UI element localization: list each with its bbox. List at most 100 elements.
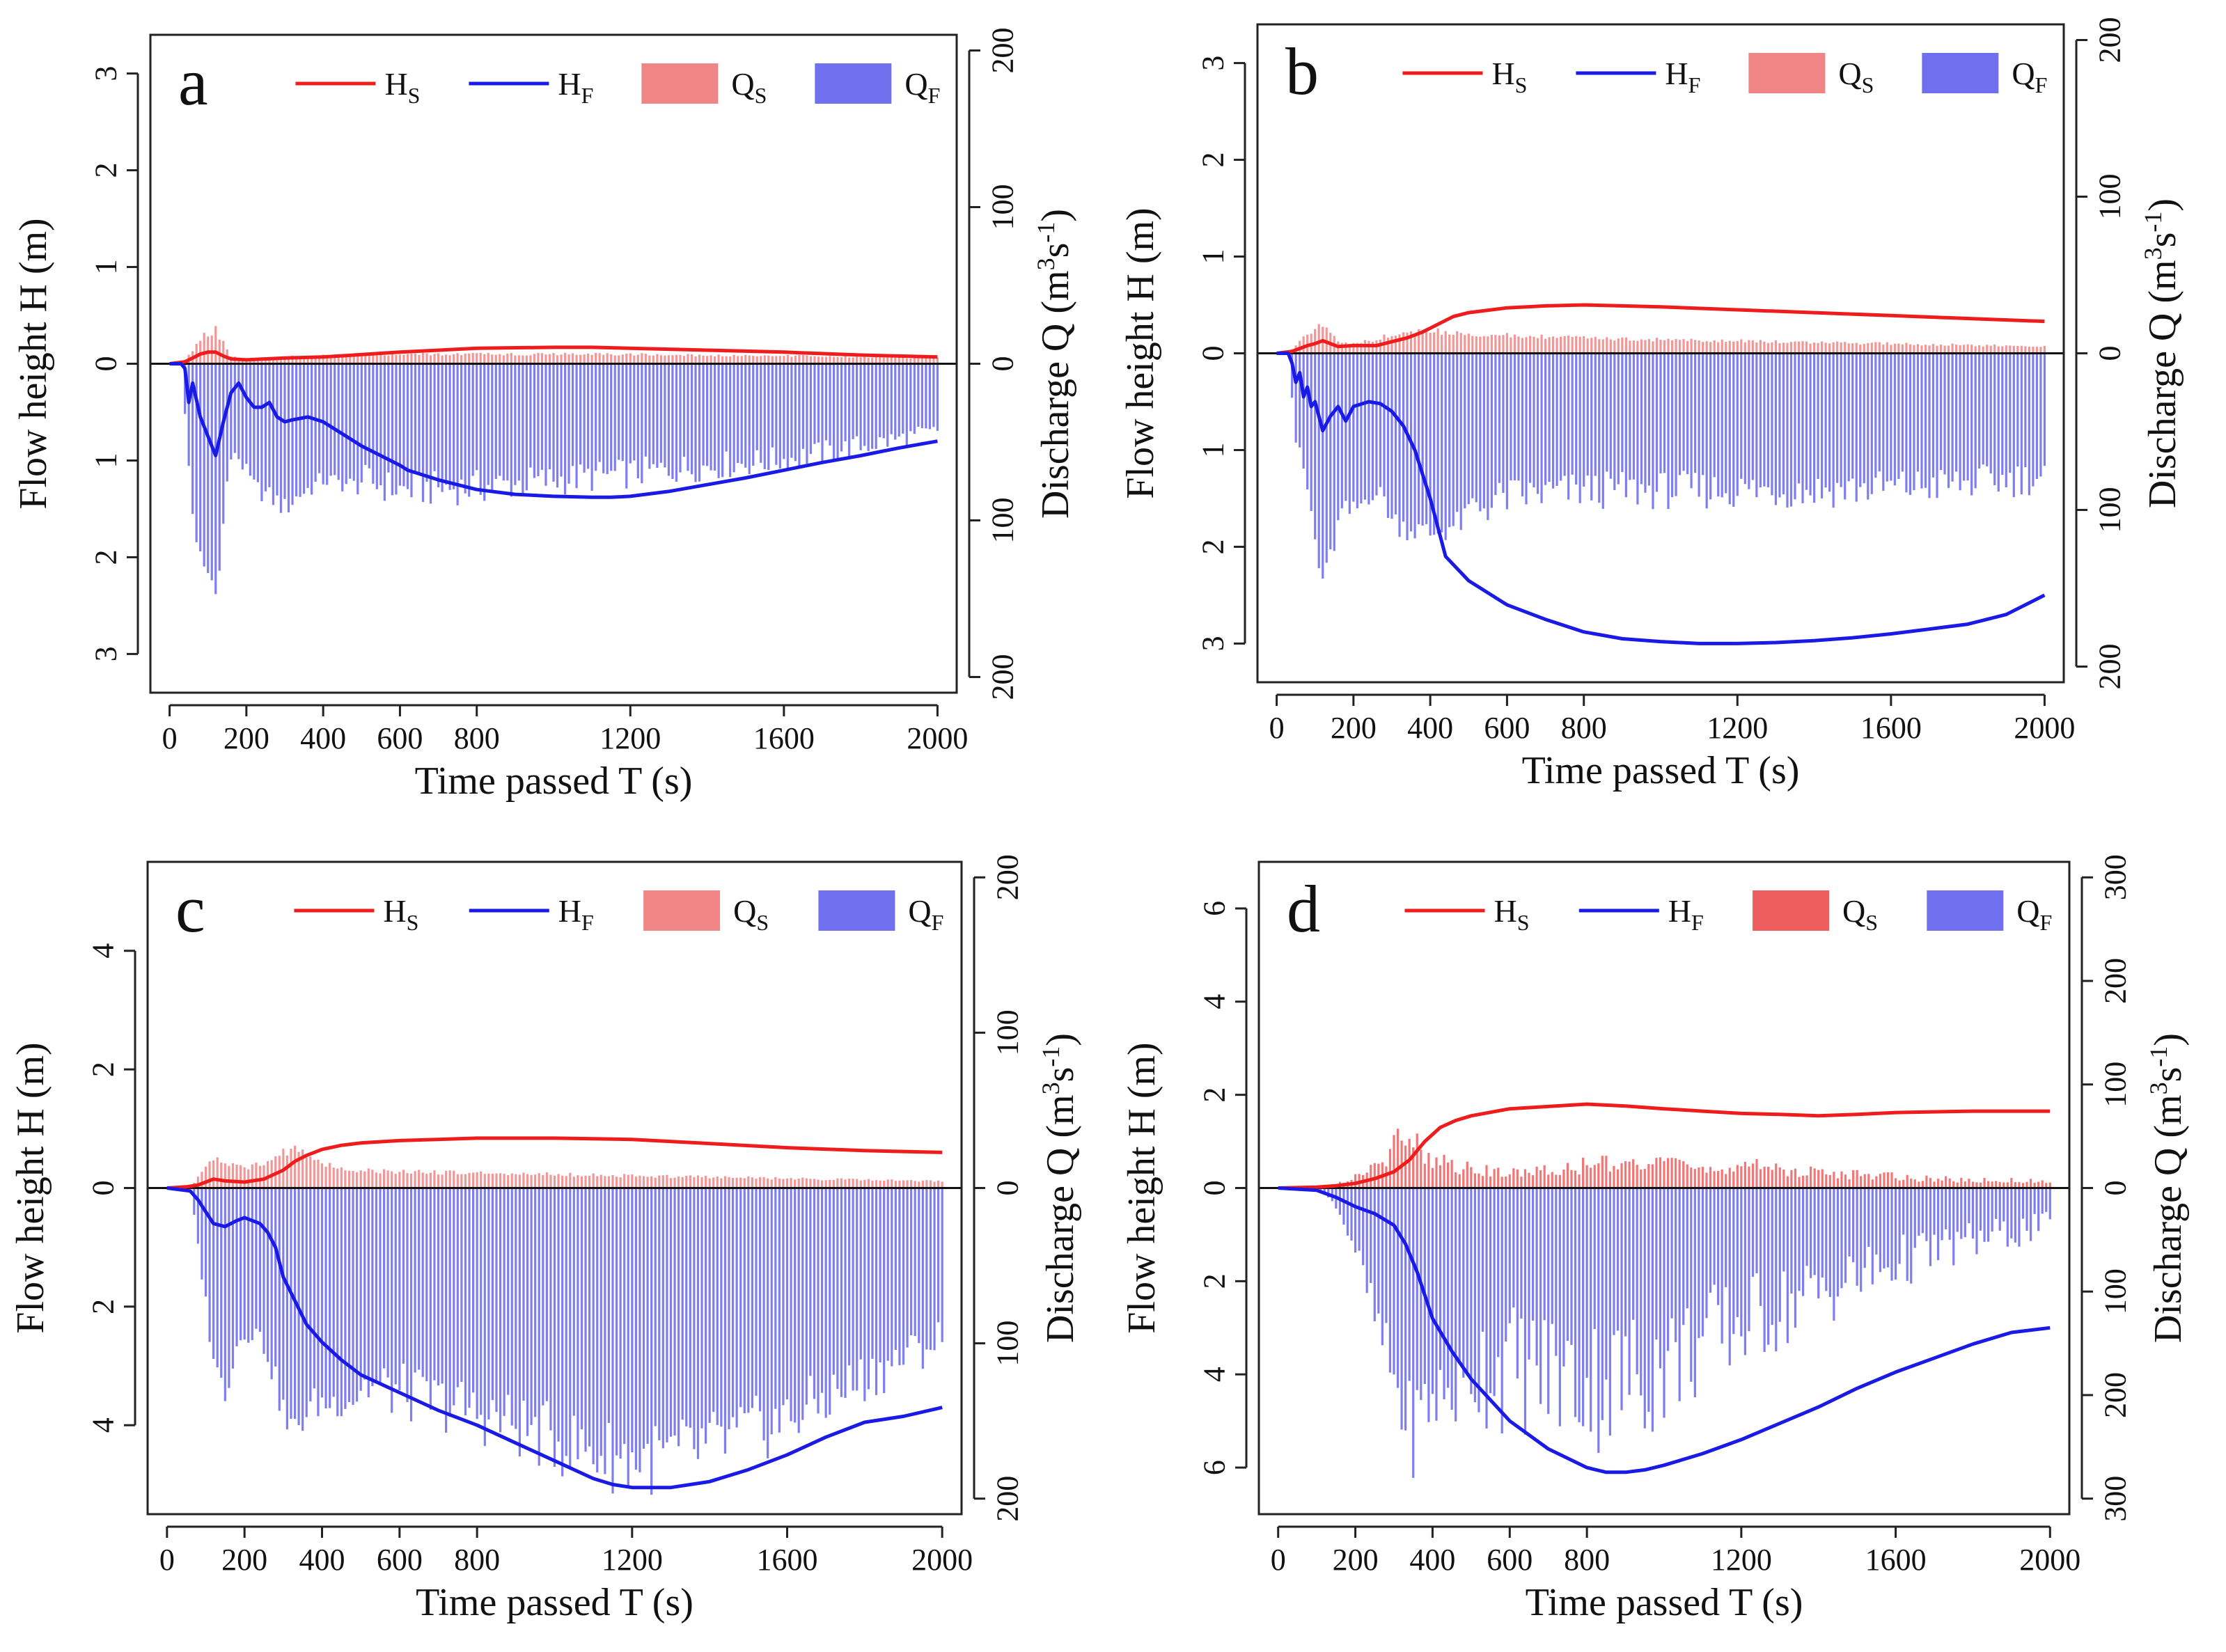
right-tick-label: 200 [986,654,1020,700]
left-axis-title: Flow height H (m) [9,1042,52,1333]
x-tick-label: 200 [1331,711,1377,745]
x-tick-label: 800 [454,1543,500,1577]
legend-label-hf: HF [558,66,593,108]
right-tick-label: 100 [991,1321,1025,1367]
right-title-prefix: Discharge Q (m [2147,1094,2190,1343]
legend-label-qs: QS [1838,56,1874,97]
left-tick-label: 3 [1196,636,1230,651]
legend-label-hs: HS [1491,56,1527,97]
left-tick-label: 4 [1198,1367,1232,1382]
x-tick-label: 1200 [1707,711,1768,745]
plot-frame [149,33,958,694]
left-axis-title: Flow height H (m) [12,218,55,509]
legend-subscript: F [2040,910,2053,935]
left-tick-label: 0 [89,356,123,372]
x-tick-label: 400 [299,1543,345,1577]
right-title-suffix: ) [1034,209,1077,222]
legend-label-hs: HS [383,893,418,935]
legend-letter: H [1668,893,1691,929]
hs-line [1276,303,2045,355]
x-tick-label: 400 [1409,1543,1455,1577]
x-axis-title: Time passed T (s) [415,760,693,803]
right-title-mid: s [2141,233,2184,248]
right-tick-label: 200 [991,1476,1025,1522]
left-tick-label: 2 [86,1299,120,1314]
left-tick-label: 2 [1198,1087,1232,1103]
left-tick-label: 1 [89,260,123,275]
legend-subscript: S [1862,72,1874,97]
right-title-suffix: ) [2141,198,2184,212]
right-title-mid: s [1034,243,1077,258]
legend-label-hf: HF [1668,893,1704,935]
x-tick-label: 600 [377,721,423,755]
panel-label: c [175,872,205,946]
right-tick-label: 200 [2093,17,2127,63]
left-tick-label: 3 [89,66,123,81]
legend: HS HF QS QF [1404,890,2052,935]
legend-swatch-qf [1927,890,2004,931]
x-tick-label: 1600 [1865,1543,1927,1577]
legend-label-hs: HS [384,66,420,108]
left-tick-label: 0 [1198,1181,1232,1196]
left-tick-label: 2 [1198,1273,1232,1289]
x-axis-title: Time passed T (s) [1526,1581,1803,1624]
right-title-mid: s [2147,1067,2190,1083]
legend-label-qf: QF [904,66,940,108]
left-tick-label: 4 [86,1417,120,1433]
right-title-sup: 3 [2145,1082,2172,1094]
right-tick-label: 100 [2093,174,2127,220]
left-tick-label: 3 [89,646,123,661]
discharge-bars [184,326,939,595]
hs-line [1278,1102,2051,1190]
right-tick-label: 200 [2099,958,2133,1004]
left-tick-label: 1 [89,453,123,468]
left-tick-label: 4 [1198,994,1232,1009]
left-tick-label: 6 [1198,901,1232,916]
right-tick-label: 100 [986,184,1020,230]
plot-frame [146,860,963,1516]
x-axis-title: Time passed T (s) [416,1581,693,1624]
left-tick-label: 3 [1196,56,1230,71]
right-title-mid: s [1039,1067,1082,1083]
right-tick-label: 100 [986,498,1020,544]
hf-line [169,362,938,499]
legend-letter: Q [908,893,931,929]
left-tick-label: 2 [89,163,123,178]
legend-letter: Q [733,893,756,929]
legend-subscript: S [408,83,421,108]
left-tick-label: 1 [1196,249,1230,265]
right-title-sup: -1 [1032,222,1060,243]
right-tick-label: 100 [2099,1062,2133,1108]
hf-line [1276,352,2046,645]
legend-label-hs: HS [1494,893,1530,935]
legend-label-qf: QF [2016,893,2052,935]
right-axis-title: Discharge Q (m3s-1) [1032,209,1077,519]
x-tick-label: 2000 [2014,711,2075,745]
x-tick-label: 1200 [1711,1543,1772,1577]
x-tick-label: 600 [1484,711,1530,745]
x-tick-label: 800 [1561,711,1607,745]
right-title-suffix: ) [1039,1033,1082,1046]
legend-subscript: F [928,83,941,108]
x-tick-label: 0 [159,1543,175,1577]
left-axis-title: Flow height H (m) [1120,1042,1163,1333]
x-tick-label: 1600 [753,721,815,755]
legend-letter: Q [1842,893,1865,929]
discharge-bars [1319,1128,2051,1478]
x-tick-label: 600 [1487,1543,1533,1577]
x-tick-label: 2000 [907,721,968,755]
legend-subscript: F [2035,72,2048,97]
panel-label: b [1285,34,1319,109]
legend-letter: H [1494,893,1517,929]
legend-subscript: S [1515,72,1528,97]
legend-subscript: F [581,83,594,108]
legend-subscript: F [932,910,944,935]
right-tick-label: 0 [2099,1181,2133,1196]
right-tick-label: 300 [2099,854,2133,900]
legend-letter: H [558,893,581,929]
legend-swatch-qs [641,63,719,104]
